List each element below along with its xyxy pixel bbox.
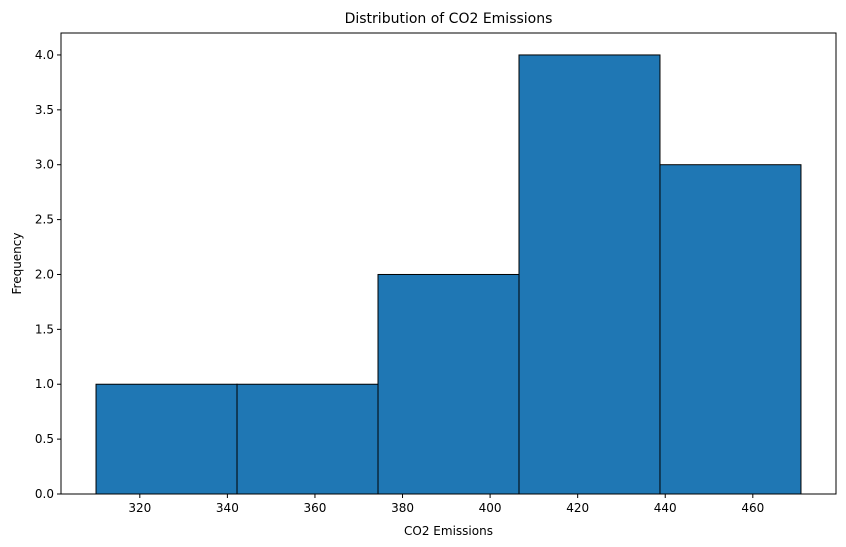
y-tick-label: 0.0 bbox=[35, 487, 54, 501]
x-axis-ticks: 320 340 360 380 400 420 440 460 bbox=[128, 494, 764, 515]
x-tick-label: 380 bbox=[391, 501, 414, 515]
y-axis-ticks: 0.0 0.5 1.0 1.5 2.0 2.5 3.0 3.5 4.0 bbox=[35, 48, 61, 501]
x-tick-label: 400 bbox=[479, 501, 502, 515]
y-tick-label: 0.5 bbox=[35, 432, 54, 446]
histogram-bar bbox=[377, 273, 520, 495]
y-tick-label: 1.5 bbox=[35, 322, 54, 336]
y-axis-label: Frequency bbox=[10, 233, 24, 295]
x-tick-label: 420 bbox=[566, 501, 589, 515]
y-tick-label: 2.5 bbox=[35, 213, 54, 227]
bars-group bbox=[95, 54, 802, 495]
histogram-bar bbox=[236, 383, 379, 495]
histogram-bar bbox=[518, 54, 661, 495]
plot-frame bbox=[60, 32, 837, 495]
y-tick-label: 4.0 bbox=[35, 48, 54, 62]
x-axis-label: CO2 Emissions bbox=[404, 524, 493, 538]
x-tick-label: 440 bbox=[654, 501, 677, 515]
histogram-bar bbox=[95, 383, 238, 495]
chart-title: Distribution of CO2 Emissions bbox=[345, 11, 553, 27]
y-tick-label: 1.0 bbox=[35, 377, 54, 391]
x-tick-label: 360 bbox=[304, 501, 327, 515]
y-tick-label: 2.0 bbox=[35, 267, 54, 281]
y-tick-label: 3.0 bbox=[35, 158, 54, 172]
x-tick-label: 460 bbox=[741, 501, 764, 515]
histogram-bar bbox=[659, 164, 802, 495]
x-tick-label: 340 bbox=[216, 501, 239, 515]
y-tick-label: 3.5 bbox=[35, 103, 54, 117]
x-tick-label: 320 bbox=[128, 501, 151, 515]
